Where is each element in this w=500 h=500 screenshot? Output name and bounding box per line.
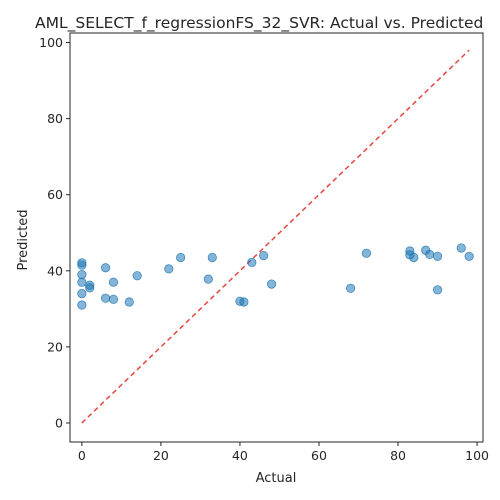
data-point: [108, 277, 119, 287]
y-tick-label: 20: [47, 339, 63, 354]
x-tick-label: 40: [232, 448, 248, 463]
data-point: [456, 243, 466, 253]
y-tick-label: 40: [47, 263, 63, 278]
data-point: [176, 252, 186, 263]
data-point: [77, 260, 87, 270]
x-tick-label: 20: [153, 448, 169, 463]
x-tick-label: 60: [311, 448, 327, 463]
data-point: [464, 251, 474, 261]
data-point: [85, 283, 95, 293]
x-tick-label: 0: [78, 448, 86, 463]
y-tick-label: 60: [47, 187, 63, 202]
y-tick-label: 0: [55, 415, 63, 430]
axis-ticks-layer: 0 20 40 60 80 100 0 20 40 60 80 100: [39, 35, 489, 463]
x-tick-label: 100: [465, 448, 489, 463]
plot-frame: [69, 32, 484, 443]
data-point: [361, 248, 372, 258]
data-point: [259, 250, 269, 261]
y-tick-label: 80: [47, 111, 63, 126]
data-point: [77, 300, 87, 310]
data-point: [266, 279, 277, 289]
data-point: [432, 251, 443, 261]
data-point: [132, 271, 142, 281]
x-axis-label: Actual: [256, 471, 297, 486]
y-tick-label: 100: [39, 35, 63, 50]
data-point: [207, 252, 217, 263]
y-axis-label: Predicted: [16, 209, 31, 270]
data-point: [108, 294, 119, 304]
data-point: [247, 257, 257, 268]
x-tick-label: 80: [390, 448, 406, 463]
data-point: [203, 274, 213, 284]
data-point: [77, 289, 87, 299]
chart-title: AML_SELECT_f_regressionFS_32_SVR: Actual…: [35, 14, 483, 33]
data-point: [100, 293, 111, 303]
reference-line-layer: [81, 49, 470, 424]
data-point: [425, 249, 435, 260]
data-point: [124, 297, 134, 307]
data-point: [239, 297, 249, 307]
data-point: [409, 252, 419, 263]
data-point: [100, 263, 111, 273]
data-point: [164, 264, 174, 274]
data-point: [77, 277, 87, 287]
data-point: [346, 283, 356, 293]
ideal-prediction-line: [81, 49, 470, 424]
data-point: [77, 269, 87, 280]
data-point: [432, 285, 443, 295]
data-points-layer: [77, 243, 474, 310]
